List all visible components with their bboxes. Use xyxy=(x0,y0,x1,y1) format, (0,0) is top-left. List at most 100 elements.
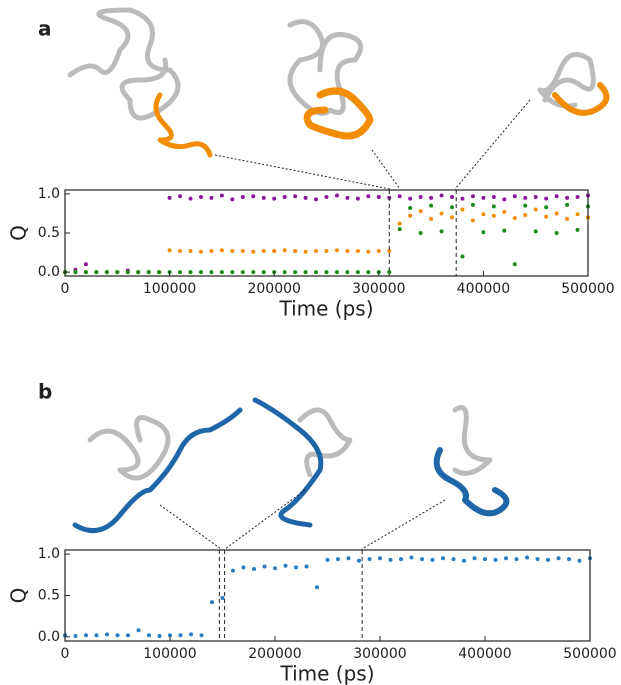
data-point xyxy=(355,196,360,201)
data-point xyxy=(167,248,172,253)
data-point xyxy=(314,197,319,202)
data-point xyxy=(126,633,130,638)
connector xyxy=(371,149,401,190)
data-point xyxy=(388,557,393,562)
data-point xyxy=(324,195,329,200)
data-point xyxy=(367,557,372,562)
data-point xyxy=(315,585,319,590)
data-point xyxy=(523,213,528,218)
data-point xyxy=(136,270,141,275)
data-point xyxy=(418,209,423,214)
data-point xyxy=(546,557,550,562)
data-point xyxy=(504,556,508,561)
y-axis-label: Q xyxy=(7,588,31,604)
data-point xyxy=(210,600,214,605)
data-point xyxy=(535,557,540,562)
data-point xyxy=(147,633,151,638)
panel-label: b xyxy=(38,380,52,404)
data-point xyxy=(491,204,496,209)
y-tick-label: 0.0 xyxy=(38,264,60,280)
x-tick-label: 300000 xyxy=(353,646,406,662)
x-axis-label: Time (ps) xyxy=(278,297,373,321)
data-point xyxy=(514,557,519,562)
data-point xyxy=(408,213,413,218)
data-point xyxy=(366,270,371,275)
data-point xyxy=(251,194,256,199)
x-tick-label: 0 xyxy=(61,646,70,662)
data-point xyxy=(523,195,528,200)
data-point xyxy=(314,248,319,253)
data-point xyxy=(83,262,88,267)
data-point xyxy=(533,229,538,234)
data-point xyxy=(439,193,444,198)
data-point xyxy=(575,227,580,232)
data-point xyxy=(470,194,475,199)
data-point xyxy=(199,633,204,638)
data-point xyxy=(157,270,162,275)
x-tick-label: 500000 xyxy=(561,281,614,297)
data-point xyxy=(429,216,434,221)
data-point xyxy=(408,196,413,201)
data-point xyxy=(357,558,361,563)
data-point xyxy=(502,228,507,233)
data-point xyxy=(397,221,402,226)
data-point xyxy=(397,227,402,232)
data-point xyxy=(575,195,580,200)
data-point xyxy=(251,249,256,254)
x-tick-label: 500000 xyxy=(563,646,616,662)
data-point xyxy=(399,557,403,562)
data-point xyxy=(481,230,486,235)
data-point xyxy=(303,270,308,275)
data-point xyxy=(472,556,477,561)
data-point xyxy=(512,262,517,267)
data-point xyxy=(293,270,298,275)
data-point xyxy=(450,205,455,210)
x-tick-label: 300000 xyxy=(352,281,405,297)
x-axis-label: Time (ps) xyxy=(279,662,374,685)
data-point xyxy=(397,194,402,199)
connector xyxy=(224,489,306,550)
data-point xyxy=(491,213,496,218)
plot-frame xyxy=(64,189,589,277)
data-point xyxy=(554,211,559,216)
data-point xyxy=(439,211,444,216)
data-point xyxy=(418,195,423,200)
data-point xyxy=(209,270,214,275)
data-point xyxy=(293,248,298,253)
data-point xyxy=(502,209,507,214)
data-point xyxy=(282,270,287,275)
data-point xyxy=(219,270,224,275)
data-point xyxy=(450,195,455,200)
x-tick-label: 400000 xyxy=(457,281,510,297)
data-point xyxy=(314,270,319,275)
data-point xyxy=(115,270,120,275)
data-point xyxy=(304,564,309,569)
data-point xyxy=(157,634,162,639)
data-point xyxy=(261,195,266,200)
data-point xyxy=(220,595,225,600)
data-point xyxy=(481,212,486,217)
data-point xyxy=(334,193,339,198)
data-point xyxy=(104,270,109,275)
data-point xyxy=(178,194,183,199)
data-point xyxy=(491,195,496,200)
y-tick-label: 0.5 xyxy=(38,225,60,241)
data-point xyxy=(334,270,339,275)
data-point xyxy=(198,249,203,254)
data-point xyxy=(325,557,330,562)
data-point xyxy=(376,195,381,200)
data-point xyxy=(251,270,256,275)
connector xyxy=(454,99,531,190)
protein-structures xyxy=(67,7,610,534)
data-point xyxy=(355,270,360,275)
data-point xyxy=(261,248,266,253)
data-point xyxy=(94,633,99,638)
data-point xyxy=(115,633,120,638)
data-point xyxy=(252,567,256,572)
data-point xyxy=(430,557,435,562)
data-point xyxy=(345,248,350,253)
data-point xyxy=(418,231,423,235)
data-point xyxy=(376,248,381,253)
data-point xyxy=(450,215,455,220)
data-point xyxy=(283,563,288,568)
